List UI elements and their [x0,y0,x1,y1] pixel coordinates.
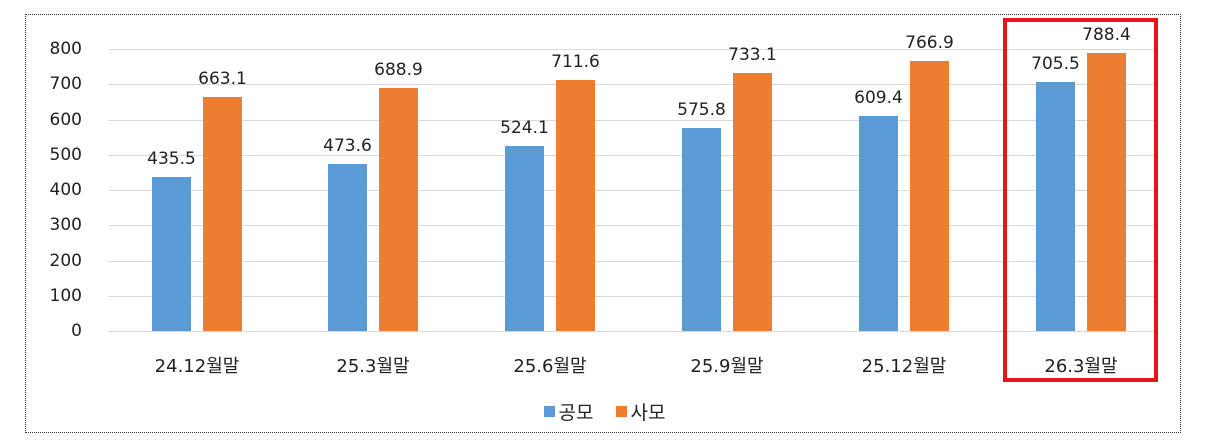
data-label: 473.6 [323,136,372,157]
bar-private [203,97,242,331]
x-category-label: 25.9월말 [690,356,764,377]
y-tick-label: 0 [71,321,82,341]
bar-public [1036,82,1075,331]
legend-item-public: 공모 [543,398,594,425]
data-label: 766.9 [905,32,954,53]
legend-label: 공모 [558,402,594,424]
data-label: 609.4 [854,88,903,109]
data-label: 733.1 [728,44,777,65]
bar-private [733,72,772,331]
bar-private [379,88,418,331]
x-category-label: 25.12월말 [861,356,947,377]
bar-private [1087,53,1126,331]
gridline [108,225,1158,227]
gridline [108,49,1158,50]
legend-label: 사모 [630,402,666,424]
gridline [108,190,1158,191]
gridline [108,295,1158,297]
x-category-label: 25.6월말 [513,356,587,377]
bar-private [556,80,595,331]
x-category-label: 25.3월말 [336,356,410,377]
legend-swatch-blue [543,406,555,417]
y-tick-label: 500 [49,144,82,165]
highlight-box [1003,18,1158,382]
y-tick-label: 800 [49,39,82,59]
y-tick-label: 700 [49,74,82,95]
gridline [108,119,1158,121]
chart-frame [25,14,1181,433]
y-tick-label: 400 [49,180,82,200]
bar-private [910,60,949,331]
gridline [108,154,1158,156]
bar-public [152,177,191,331]
data-label: 788.4 [1082,25,1131,46]
data-label: 435.5 [147,149,196,170]
data-label: 688.9 [374,60,423,81]
data-label: 524.1 [500,118,549,139]
y-tick-label: 100 [49,285,82,306]
y-tick-label: 600 [49,109,82,130]
legend-swatch-orange [615,406,627,417]
data-label: 705.5 [1031,54,1080,75]
x-category-label: 24.12월말 [154,356,240,377]
data-label: 575.8 [677,100,726,121]
bar-public [682,128,721,331]
data-label: 663.1 [198,69,247,90]
gridline [108,84,1158,86]
gridline [108,260,1158,262]
bar-public [328,164,367,331]
y-tick-label: 200 [49,250,82,271]
legend-item-private: 사모 [615,398,666,425]
data-label: 711.6 [551,52,600,73]
y-tick-label: 300 [49,215,82,236]
gridline [108,331,1158,332]
bar-public [859,116,898,331]
legend: 공모 사모 [0,398,1209,425]
bar-public [505,146,544,331]
x-category-label: 26.3월말 [1044,356,1118,377]
